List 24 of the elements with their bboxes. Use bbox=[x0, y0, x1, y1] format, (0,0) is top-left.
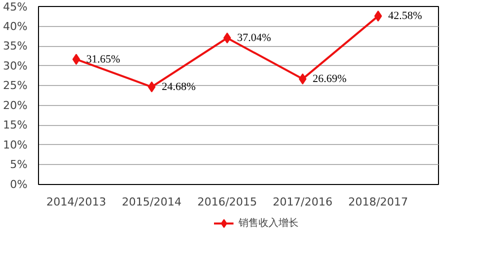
data-label: 42.58% bbox=[388, 10, 422, 22]
x-tick-label: 2017/2016 bbox=[272, 196, 333, 208]
point bbox=[72, 54, 80, 65]
y-tick-label: 35% bbox=[3, 40, 28, 53]
legend-label: 销售收入增长 bbox=[238, 216, 298, 230]
x-tick-label: 2015/2014 bbox=[122, 196, 182, 208]
y-tick-label: 30% bbox=[3, 59, 28, 72]
y-tick-label: 40% bbox=[3, 20, 28, 33]
y-tick-label: 20% bbox=[3, 98, 28, 112]
x-tick-label: 2014/2013 bbox=[46, 196, 106, 208]
y-tick-label: 0% bbox=[10, 178, 28, 191]
point bbox=[223, 32, 232, 44]
x-tick-label: 2018/2017 bbox=[348, 196, 408, 208]
y-tick-label: 45% bbox=[3, 0, 28, 14]
data-label: 37.04% bbox=[237, 32, 272, 44]
data-label: 24.68% bbox=[162, 80, 196, 93]
point bbox=[148, 81, 156, 92]
data-label: 26.69% bbox=[312, 72, 347, 85]
y-tick-label: 15% bbox=[3, 118, 28, 132]
y-tick-label: 25% bbox=[3, 79, 28, 92]
data-label: 31.65% bbox=[86, 53, 120, 66]
y-tick-label: 10% bbox=[3, 138, 28, 152]
x-tick-label: 2016/2015 bbox=[197, 196, 258, 208]
y-tick-label: 5% bbox=[10, 158, 28, 172]
